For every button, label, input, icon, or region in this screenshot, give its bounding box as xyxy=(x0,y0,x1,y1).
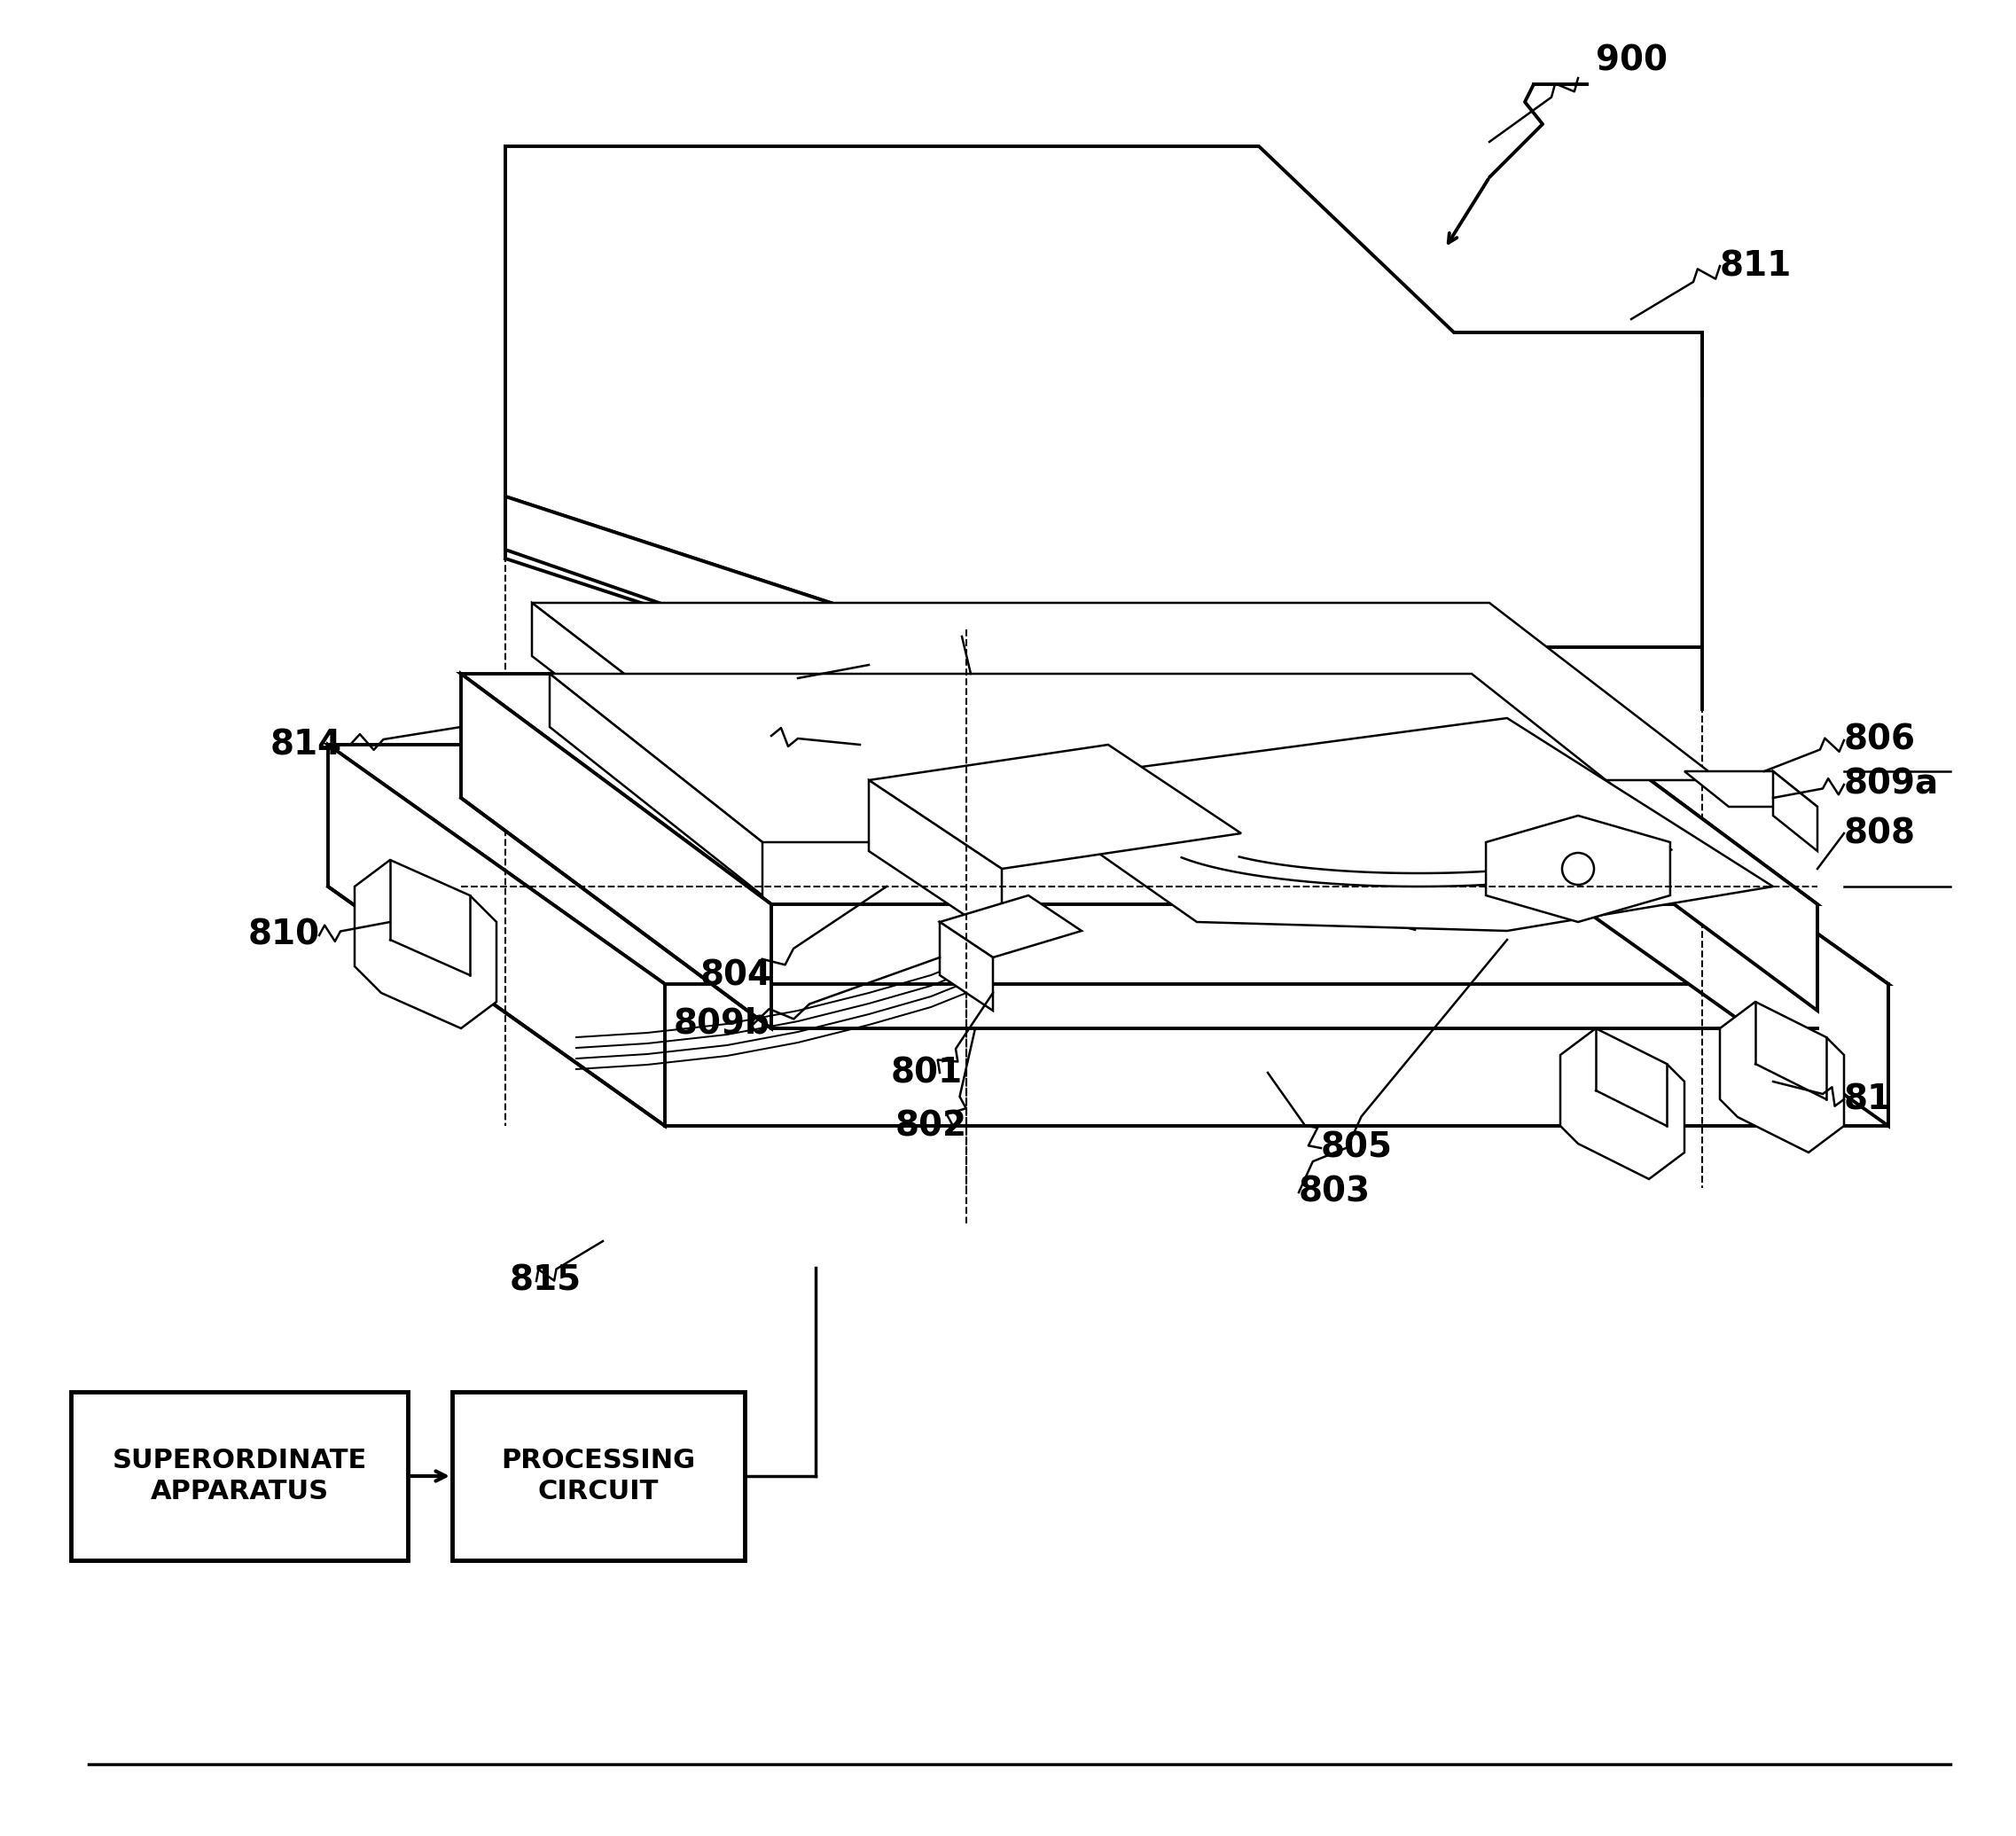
Polygon shape xyxy=(869,745,1242,868)
Text: 808: 808 xyxy=(1845,817,1915,850)
Text: 814: 814 xyxy=(270,727,343,762)
Text: 811: 811 xyxy=(1720,250,1792,283)
Text: 810: 810 xyxy=(248,918,321,953)
Text: 809b: 809b xyxy=(673,1008,770,1041)
Polygon shape xyxy=(329,745,1889,984)
Text: 805: 805 xyxy=(1320,1131,1393,1164)
Polygon shape xyxy=(329,745,665,1125)
Bar xyxy=(452,1392,744,1561)
Polygon shape xyxy=(506,147,1702,646)
Polygon shape xyxy=(869,780,1002,940)
Text: 809a: 809a xyxy=(1845,767,1939,802)
Text: 81: 81 xyxy=(1845,1083,1891,1116)
Polygon shape xyxy=(1552,745,1889,1125)
Polygon shape xyxy=(1774,771,1816,852)
Polygon shape xyxy=(462,674,772,1028)
Polygon shape xyxy=(355,859,496,1028)
Text: 900: 900 xyxy=(1597,44,1667,77)
Polygon shape xyxy=(550,674,762,896)
Polygon shape xyxy=(1685,771,1816,806)
Polygon shape xyxy=(506,496,966,709)
Text: SUPERORDINATE
APPARATUS: SUPERORDINATE APPARATUS xyxy=(113,1447,367,1506)
Polygon shape xyxy=(550,674,1685,843)
Text: 813: 813 xyxy=(962,621,1034,654)
Text: 801: 801 xyxy=(891,1056,964,1089)
Text: 803: 803 xyxy=(1298,1175,1371,1210)
Polygon shape xyxy=(532,602,1720,780)
Polygon shape xyxy=(939,922,994,1010)
Polygon shape xyxy=(462,674,1816,905)
Text: 804: 804 xyxy=(700,958,772,991)
Polygon shape xyxy=(1560,1028,1685,1179)
Polygon shape xyxy=(939,896,1081,957)
Polygon shape xyxy=(532,602,762,834)
Polygon shape xyxy=(1720,1002,1845,1153)
Polygon shape xyxy=(1486,815,1669,922)
Polygon shape xyxy=(1020,718,1774,931)
Text: 802: 802 xyxy=(895,1109,968,1142)
Text: 806: 806 xyxy=(1845,723,1915,756)
Text: 812: 812 xyxy=(728,718,798,751)
Text: PROCESSING
CIRCUIT: PROCESSING CIRCUIT xyxy=(502,1447,696,1506)
Text: 815: 815 xyxy=(510,1265,583,1298)
Text: 807: 807 xyxy=(762,661,835,696)
Bar xyxy=(71,1392,407,1561)
Polygon shape xyxy=(1508,674,1816,1010)
